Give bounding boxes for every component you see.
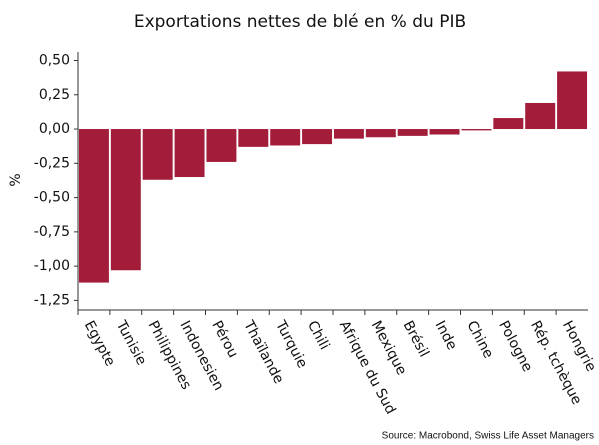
y-tick-label: -0,50 <box>34 190 70 206</box>
y-tick-label: 0,50 <box>39 52 70 68</box>
chart-title: Exportations nettes de blé en % du PIB <box>134 12 466 32</box>
y-tick-label: 0,00 <box>39 121 70 137</box>
y-tick-label: -0,25 <box>34 155 70 171</box>
bar <box>270 129 301 146</box>
bar <box>174 129 205 178</box>
bar <box>557 71 588 130</box>
bar <box>110 129 141 271</box>
x-tick-label: Egypte <box>81 318 118 369</box>
y-tick-label: -0,75 <box>34 224 70 240</box>
bar <box>397 129 428 136</box>
bar <box>142 129 173 180</box>
y-tick-label: -1,00 <box>34 258 70 274</box>
bar <box>461 129 492 131</box>
bar <box>302 129 333 145</box>
bar <box>206 129 237 162</box>
x-tick-label: Inde <box>431 318 459 352</box>
y-tick-label: 0,25 <box>39 87 70 103</box>
bar <box>78 129 109 283</box>
bar <box>429 129 460 135</box>
bar <box>493 118 524 130</box>
bar <box>238 129 269 147</box>
bar <box>525 102 556 130</box>
y-tick-label: -1,25 <box>34 292 70 308</box>
x-tick-label: Brésil <box>400 318 432 360</box>
x-tick-label: Chili <box>304 318 332 352</box>
bar <box>333 129 364 139</box>
x-tick-label: Chine <box>463 318 496 361</box>
y-axis-label: % <box>8 173 24 186</box>
bar <box>365 129 396 138</box>
x-tick-label: Pérou <box>208 318 241 360</box>
source: Source: Macrobond, Swiss Life Asset Mana… <box>382 431 594 441</box>
